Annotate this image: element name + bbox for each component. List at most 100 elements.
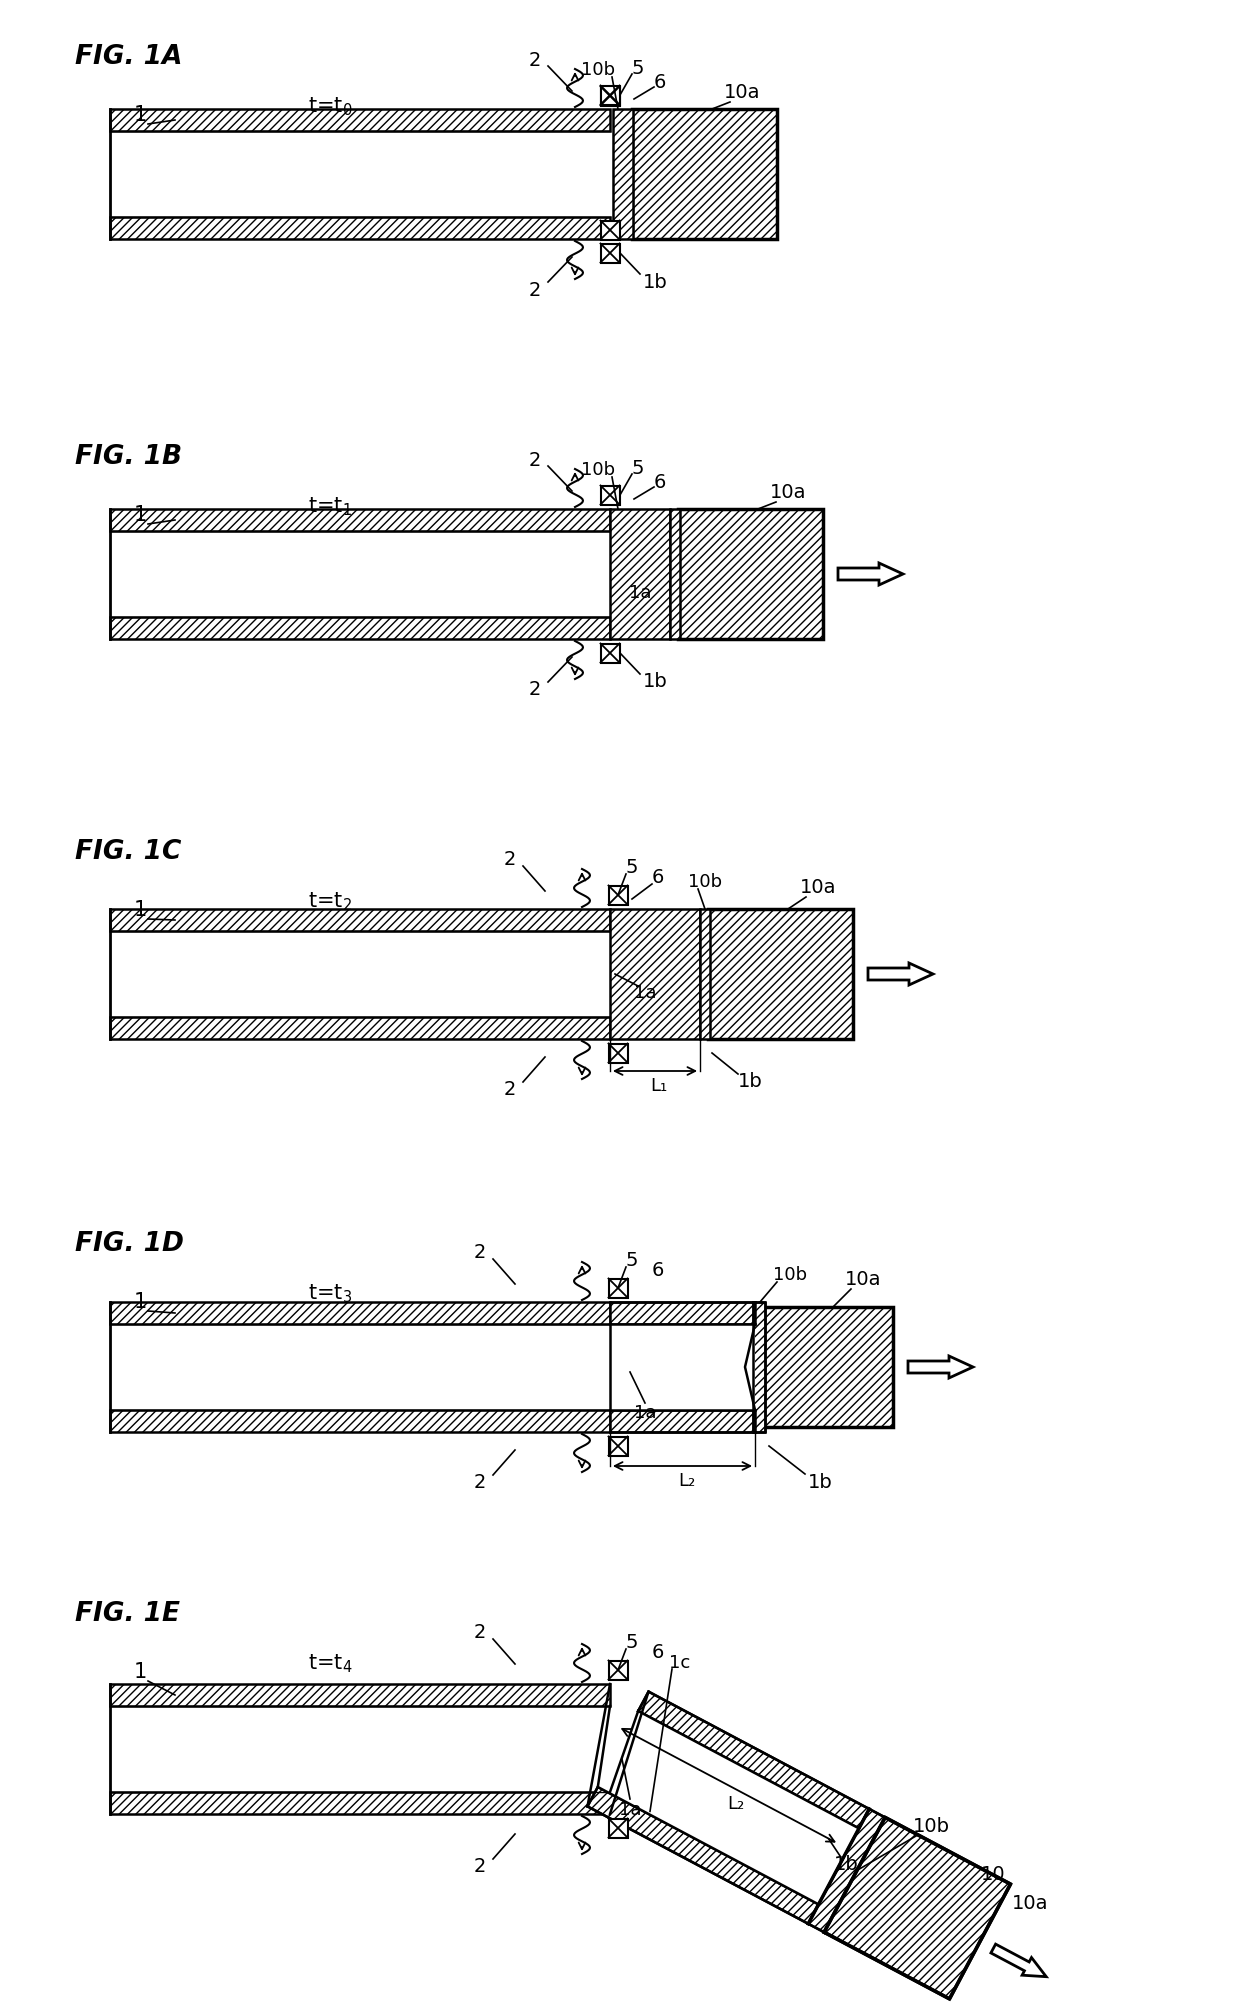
Polygon shape (908, 1355, 973, 1378)
Polygon shape (670, 510, 680, 640)
Polygon shape (701, 910, 711, 1039)
Text: 2: 2 (503, 850, 516, 870)
Text: t=t$_3$: t=t$_3$ (308, 1283, 352, 1305)
Text: 2: 2 (474, 1243, 486, 1263)
Text: 10a: 10a (1012, 1893, 1048, 1911)
Bar (609, 1662, 627, 1680)
Text: 1: 1 (134, 105, 146, 125)
Text: FIG. 1D: FIG. 1D (74, 1231, 184, 1257)
Text: t=t$_4$: t=t$_4$ (308, 1651, 352, 1674)
Polygon shape (110, 111, 610, 133)
Text: 5: 5 (631, 459, 645, 477)
Text: 1c: 1c (670, 1653, 691, 1672)
Text: t=t$_2$: t=t$_2$ (308, 890, 352, 912)
Polygon shape (838, 564, 903, 586)
Bar (609, 1279, 627, 1297)
Bar (600, 244, 620, 264)
Text: 5: 5 (626, 1633, 639, 1651)
Bar (600, 485, 620, 506)
Text: 1a: 1a (619, 1801, 641, 1819)
Text: 1a: 1a (629, 584, 651, 602)
Text: 2: 2 (528, 50, 541, 68)
Bar (609, 1819, 627, 1837)
Text: 2: 2 (528, 280, 541, 300)
Polygon shape (753, 1303, 765, 1432)
Polygon shape (610, 1410, 755, 1432)
Text: L₂: L₂ (728, 1794, 745, 1813)
Bar (609, 1436, 627, 1456)
Text: 2: 2 (474, 1623, 486, 1641)
Polygon shape (613, 111, 632, 240)
Text: 10b: 10b (580, 60, 615, 79)
Bar (600, 644, 620, 663)
Text: FIG. 1A: FIG. 1A (74, 44, 182, 70)
Polygon shape (678, 510, 823, 640)
Bar (609, 1043, 627, 1063)
Polygon shape (110, 618, 610, 640)
Text: 10a: 10a (844, 1271, 882, 1289)
Text: 10a: 10a (724, 83, 760, 103)
Polygon shape (110, 1410, 610, 1432)
Polygon shape (610, 1303, 755, 1325)
Text: 6: 6 (652, 1261, 665, 1279)
Text: 5: 5 (626, 858, 639, 876)
Text: 10: 10 (981, 1865, 1006, 1883)
Text: t=t$_1$: t=t$_1$ (308, 495, 352, 518)
Text: 1b: 1b (807, 1472, 832, 1492)
Text: 5: 5 (631, 58, 645, 77)
Text: 10b: 10b (580, 461, 615, 479)
Polygon shape (110, 910, 610, 932)
Text: FIG. 1E: FIG. 1E (74, 1601, 180, 1625)
Polygon shape (808, 1809, 885, 1931)
Text: 1: 1 (134, 1291, 146, 1311)
Polygon shape (598, 1712, 859, 1905)
Text: 1b: 1b (642, 673, 667, 691)
Polygon shape (610, 910, 701, 1039)
Bar (600, 222, 620, 240)
Text: 6: 6 (652, 868, 665, 886)
Text: 2: 2 (528, 681, 541, 699)
Text: 2: 2 (503, 1080, 516, 1100)
Text: 1: 1 (134, 506, 146, 526)
Text: 2: 2 (528, 451, 541, 469)
Text: 1: 1 (134, 900, 146, 920)
Text: 6: 6 (653, 471, 666, 491)
Polygon shape (708, 910, 853, 1039)
Text: 1b: 1b (738, 1071, 763, 1092)
Text: 1a: 1a (634, 1404, 656, 1422)
Polygon shape (110, 1684, 610, 1706)
Bar (600, 87, 620, 107)
Text: t=t$_0$: t=t$_0$ (308, 95, 352, 119)
Polygon shape (991, 1944, 1047, 1976)
Polygon shape (632, 111, 777, 240)
Polygon shape (763, 1307, 893, 1428)
Polygon shape (868, 963, 932, 985)
Text: 2: 2 (474, 1472, 486, 1492)
Text: 5: 5 (626, 1251, 639, 1271)
Polygon shape (110, 1792, 610, 1815)
Polygon shape (110, 218, 610, 240)
Bar (609, 886, 627, 904)
Text: 1b: 1b (642, 272, 667, 292)
Text: 10b: 10b (913, 1817, 950, 1835)
Text: 10b: 10b (773, 1265, 807, 1283)
Text: FIG. 1B: FIG. 1B (74, 443, 182, 469)
Text: 6: 6 (653, 73, 666, 91)
Text: 2: 2 (474, 1857, 486, 1875)
Text: 10a: 10a (800, 878, 836, 896)
Polygon shape (610, 1325, 755, 1410)
Text: 1a: 1a (634, 983, 656, 1001)
Polygon shape (825, 1817, 1011, 1998)
Text: 10a: 10a (770, 483, 806, 501)
Text: FIG. 1C: FIG. 1C (74, 838, 181, 864)
Polygon shape (110, 1017, 610, 1039)
Polygon shape (610, 510, 670, 640)
Text: 1b: 1b (835, 1855, 859, 1873)
Bar (600, 87, 620, 105)
Text: 1: 1 (134, 1662, 146, 1682)
Text: L₂: L₂ (678, 1472, 696, 1488)
Polygon shape (639, 1692, 869, 1829)
Text: 6: 6 (652, 1643, 665, 1662)
Polygon shape (110, 1303, 610, 1325)
Polygon shape (588, 1786, 818, 1923)
